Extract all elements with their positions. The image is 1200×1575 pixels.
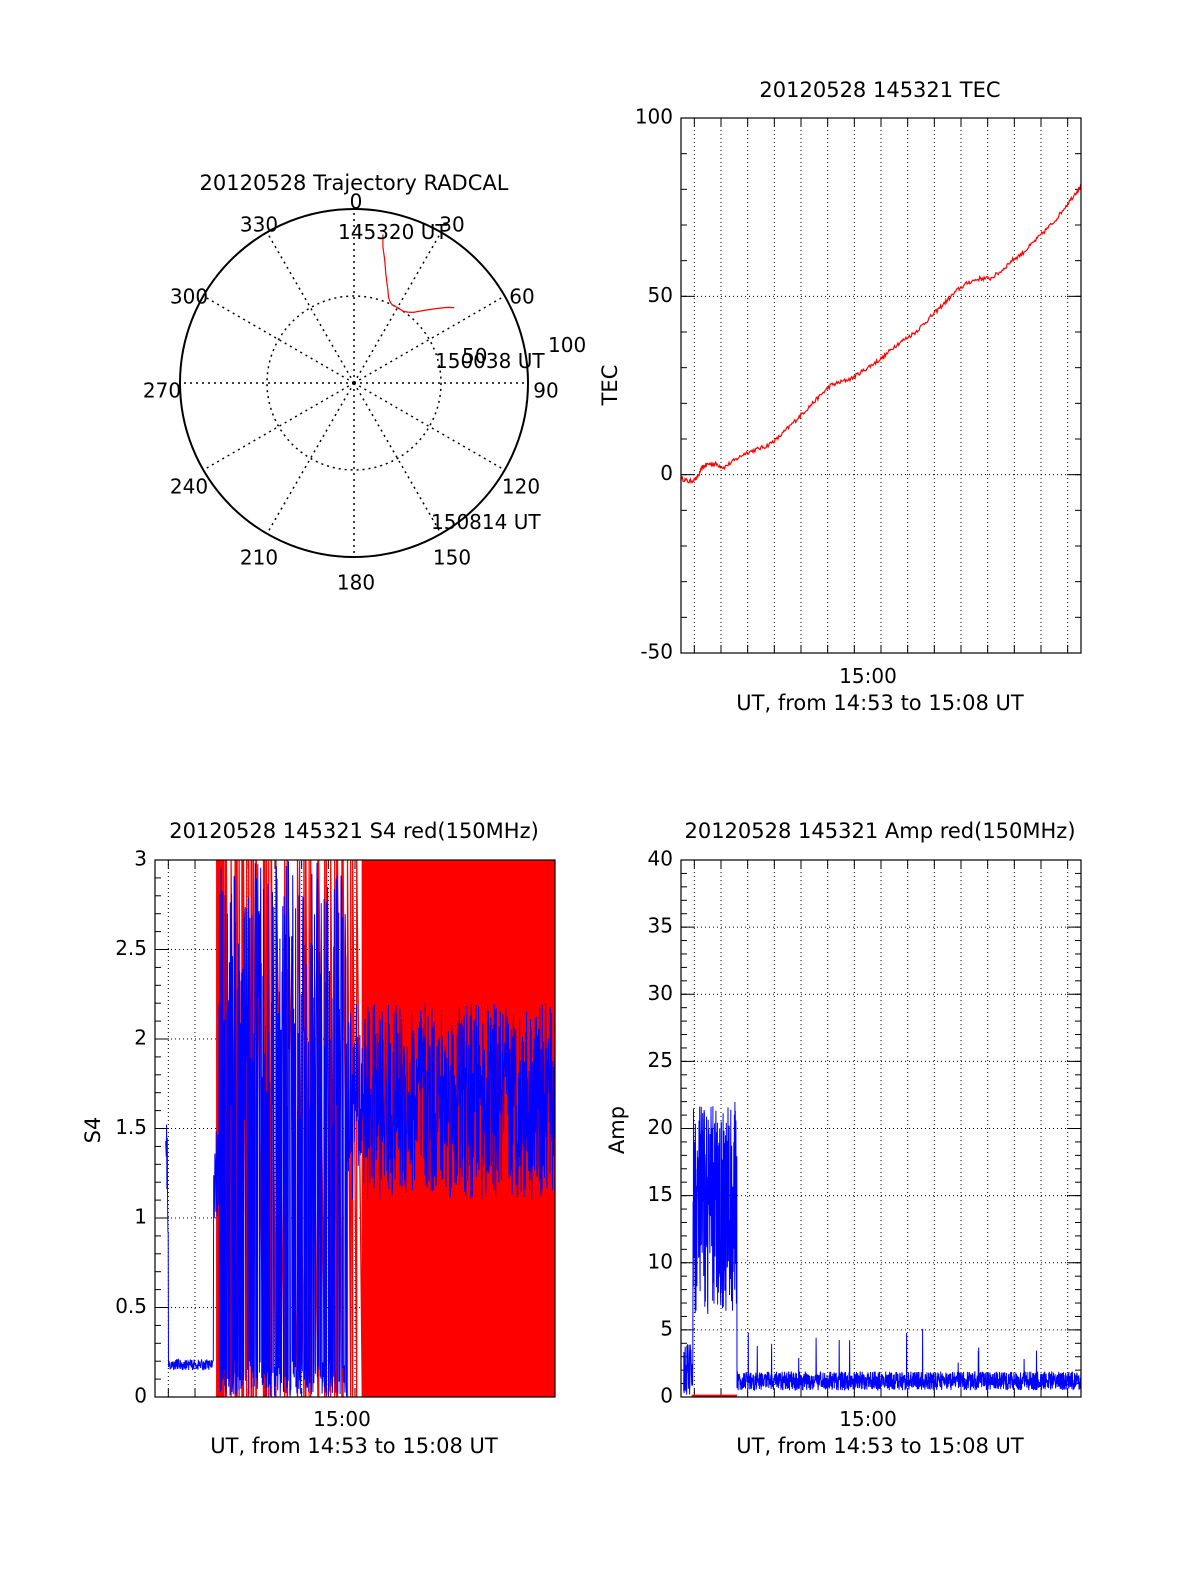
tec-y-tick-labels: -50 0 50 100 [635,105,673,664]
trajectory-series [382,234,455,314]
s4-chart: 20120528 145321 S4 red(150MHz) 0 0.5 1 1.5 2… [81,819,556,1458]
s4-plot-frame [154,859,556,1398]
polar-trajectory-chart: 20120528 Trajectory RADCAL 0 30 60 90 120 150… [143,171,586,595]
s4-ytick-label: 0.5 [115,1294,147,1318]
amp-ytick-label: 15 [648,1182,673,1206]
tec-series [680,184,1082,484]
azimuth-label: 240 [170,475,208,499]
s4-y-tick-labels: 0 0.5 1 1.5 2 2.5 3 [115,847,147,1408]
azimuth-label: 150 [433,546,471,570]
amp-chart: 20120528 145321 Amp red(150MHz) 0 5 10 15 20… [605,819,1082,1458]
amp-ytick-label: 20 [648,1115,673,1139]
amp-ytick-label: 5 [660,1316,673,1340]
amp-ytick-label: 10 [648,1249,673,1273]
tec-x-tick-label: 15:00 [839,664,897,688]
polar-grid [180,209,528,557]
s4-ytick-label: 1 [134,1205,147,1229]
polar-outer-circle [179,208,529,558]
s4-x-tick-label: 15:00 [313,1407,371,1431]
amp-ytick-label: 35 [648,914,673,938]
amp-plot-frame [680,859,1082,1398]
tec-x-axis-label: UT, from 14:53 to 15:08 UT [736,691,1024,715]
polar-spoke [266,231,355,384]
azimuth-label: 0 [350,190,363,214]
tec-grid [681,118,1081,653]
amp-title: 20120528 145321 Amp red(150MHz) [684,819,1075,843]
trajectory-line [382,234,455,314]
amp-y-axis-label: Amp [605,1106,629,1154]
polar-spoke [353,231,442,384]
trajectory-end-label: 150814 UT [431,510,541,534]
s4-ytick-label: 2.5 [115,936,147,960]
tec-title: 20120528 145321 TEC [759,78,1000,102]
amp-ytick-label: 30 [648,981,673,1005]
polar-spoke [353,295,506,384]
s4-ytick-label: 2 [134,1026,147,1050]
amp-blue-series [683,1101,1082,1395]
polar-spoke [266,382,355,535]
s4-ytick-label: 1.5 [115,1115,147,1139]
tec-chart: 20120528 145321 TEC -50 0 50 100 15:00 UT, … [598,78,1082,715]
polar-spoke [202,295,355,384]
trajectory-start-label: 145320 UT [338,220,448,244]
tec-plot-frame [680,117,1082,654]
s4-ytick-label: 0 [134,1384,147,1408]
s4-series [165,859,556,1398]
amp-ytick-label: 25 [648,1048,673,1072]
amp-ytick-label: 0 [660,1384,673,1408]
tec-line [680,184,1082,484]
azimuth-label: 300 [170,285,208,309]
azimuth-label: 120 [502,475,540,499]
azimuth-labels: 0 30 60 90 120 150 180 210 240 270 300 330 [143,190,559,595]
trajectory-mid-label: 150038 UT [435,349,545,373]
tec-ytick-label: 0 [660,461,673,485]
polar-spoke [202,382,355,471]
s4-ytick-label: 3 [134,847,147,871]
elevation-label-50: 50 [462,344,487,368]
amp-series [683,1101,1082,1397]
tec-y-axis-label: TEC [598,365,622,407]
amp-y-tick-labels: 0 5 10 15 20 25 30 35 40 [648,847,673,1408]
azimuth-label: 330 [240,213,278,237]
azimuth-label: 30 [439,213,464,237]
tec-ytick-label: 100 [635,105,673,129]
elevation-label-100: 100 [548,333,586,357]
tec-ytick-label: 50 [648,283,673,307]
azimuth-label: 60 [509,285,534,309]
azimuth-label: 90 [533,379,558,403]
s4-title: 20120528 145321 S4 red(150MHz) [169,819,539,843]
polar-ring [266,295,442,471]
s4-blue-series [165,860,556,1397]
tec-ytick-label: -50 [640,640,673,664]
azimuth-label: 210 [240,546,278,570]
azimuth-label: 180 [337,571,375,595]
polar-spoke [353,382,442,535]
s4-y-axis-label: S4 [81,1117,105,1144]
amp-grid [681,860,1081,1397]
s4-x-axis-label: UT, from 14:53 to 15:08 UT [210,1434,498,1458]
polar-title: 20120528 Trajectory RADCAL [200,171,509,195]
amp-x-axis-label: UT, from 14:53 to 15:08 UT [736,1434,1024,1458]
polar-spoke [353,382,506,471]
amp-ytick-label: 40 [648,847,673,871]
azimuth-label: 270 [143,379,181,403]
amp-x-tick-label: 15:00 [839,1407,897,1431]
